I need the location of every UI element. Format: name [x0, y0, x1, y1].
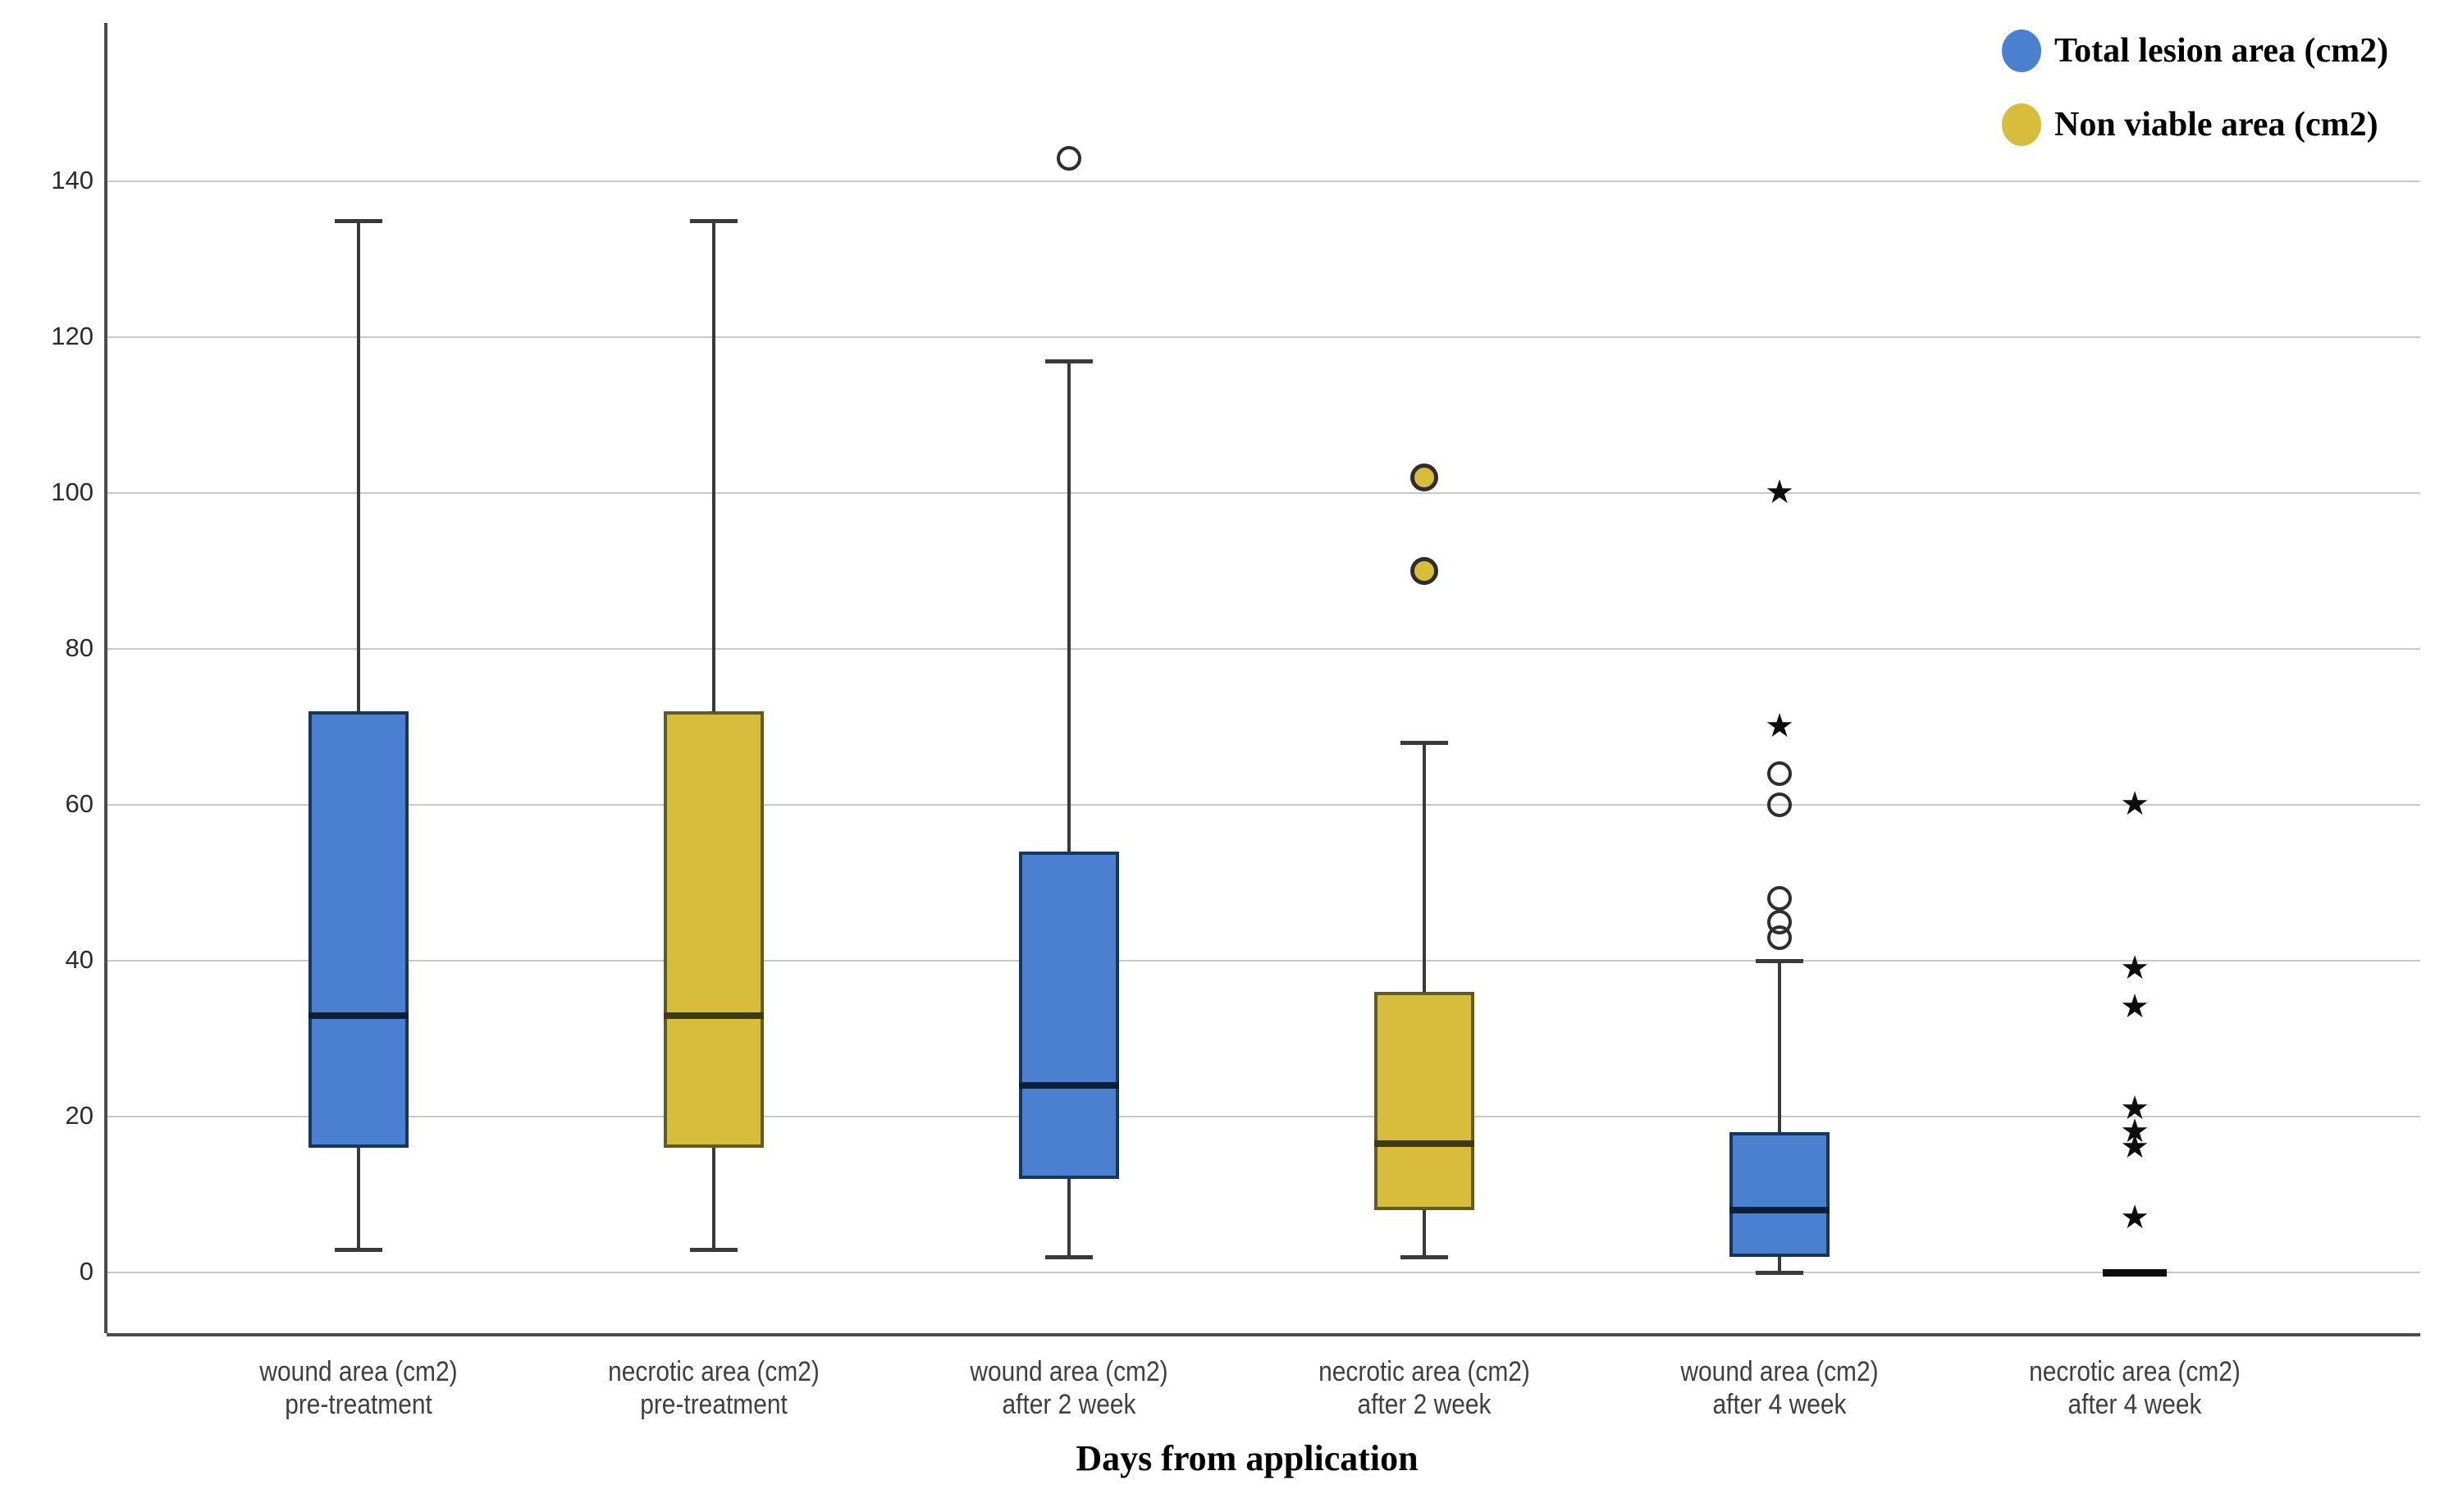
whisker-lower [1423, 1210, 1426, 1257]
gridline [107, 648, 2420, 650]
median-line [1374, 1140, 1474, 1148]
median-line [1729, 1207, 1830, 1213]
extreme-outlier-star-icon: ★ [1765, 473, 1794, 511]
y-tick-label: 100 [51, 477, 94, 506]
legend-label-non-viable: Non viable area (cm2) [2054, 106, 2378, 144]
x-axis-line [107, 1333, 2420, 1336]
category-label-line1: wound area (cm2) [970, 1356, 1168, 1387]
category-label-line1: wound area (cm2) [1680, 1356, 1879, 1387]
category-label-line1: necrotic area (cm2) [608, 1356, 820, 1387]
category-label-line2: pre-treatment [640, 1389, 788, 1420]
box-iqr [308, 711, 409, 1148]
category-label: necrotic area (cm2) after 4 week [1947, 1355, 2323, 1421]
whisker-cap-upper [335, 218, 382, 223]
whisker-cap-lower [1400, 1255, 1448, 1259]
whisker-cap-lower [335, 1247, 382, 1252]
box-iqr [664, 711, 764, 1148]
extreme-outlier-star-icon: ★ [2120, 988, 2150, 1026]
y-tick-label: 20 [65, 1101, 94, 1130]
whisker-cap-lower [690, 1247, 738, 1252]
outlier-circle-icon [1767, 761, 1792, 786]
category-label: necrotic area (cm2) after 2 week [1236, 1355, 1612, 1421]
y-tick-label: 60 [65, 789, 94, 818]
category-label-line2: after 2 week [1357, 1389, 1492, 1420]
whisker-cap-upper [1045, 359, 1093, 363]
gridline [107, 960, 2420, 962]
gridline [107, 804, 2420, 806]
y-tick-label: 0 [79, 1257, 94, 1286]
category-label: wound area (cm2) pre-treatment [171, 1355, 546, 1421]
extreme-outlier-star-icon: ★ [2120, 1198, 2150, 1236]
category-label-line1: wound area (cm2) [259, 1356, 458, 1387]
median-line [1019, 1082, 1119, 1089]
gridline [107, 492, 2420, 494]
outlier-circle-filled-icon [1410, 464, 1438, 491]
gridline [107, 336, 2420, 338]
legend: Total lesion area (cm2) Non viable area … [2002, 25, 2388, 172]
whisker-lower [1067, 1179, 1071, 1257]
x-axis-title: Days from application [1076, 1438, 1419, 1478]
y-axis-line [104, 23, 107, 1333]
extreme-outlier-star-icon: ★ [2120, 1089, 2150, 1127]
extreme-outlier-star-icon: ★ [2120, 1128, 2150, 1166]
y-tick-label: 80 [65, 633, 94, 662]
extreme-outlier-star-icon: ★ [1765, 707, 1794, 745]
category-label: wound area (cm2) after 4 week [1592, 1355, 1967, 1421]
whisker-lower [712, 1148, 715, 1249]
y-tick-label: 120 [51, 322, 94, 350]
y-tick-label: 40 [65, 945, 94, 974]
outlier-circle-icon [1767, 886, 1792, 911]
median-line [2103, 1269, 2167, 1277]
whisker-upper [712, 220, 715, 711]
median-line [664, 1012, 764, 1019]
category-label-line2: after 2 week [1002, 1389, 1136, 1420]
whisker-lower [357, 1148, 360, 1249]
legend-item-non-viable: Non viable area (cm2) [2002, 98, 2388, 151]
extreme-outlier-star-icon: ★ [2120, 948, 2150, 987]
category-label: wound area (cm2) after 2 week [881, 1355, 1257, 1421]
whisker-lower [1778, 1257, 1781, 1272]
outlier-circle-icon [1767, 909, 1792, 934]
whisker-cap-lower [1756, 1271, 1803, 1275]
legend-label-total-lesion: Total lesion area (cm2) [2054, 32, 2389, 70]
outlier-circle-icon [1057, 145, 1081, 171]
extreme-outlier-star-icon: ★ [2120, 785, 2150, 823]
category-label-line1: necrotic area (cm2) [1318, 1356, 1530, 1387]
legend-marker-total-lesion-circle-icon [2002, 30, 2041, 72]
box-iqr [1019, 852, 1119, 1179]
outlier-circle-icon [1767, 793, 1792, 817]
whisker-cap-upper [1400, 741, 1448, 745]
legend-marker-non-viable-circle-icon [2002, 103, 2041, 146]
extreme-outlier-star-icon: ★ [2120, 1112, 2150, 1150]
category-label-line2: pre-treatment [285, 1389, 432, 1420]
whisker-cap-upper [690, 218, 738, 223]
outlier-circle-filled-icon [1410, 557, 1438, 585]
gridline [107, 180, 2420, 182]
legend-item-total-lesion: Total lesion area (cm2) [2002, 25, 2388, 77]
gridline [107, 1272, 2420, 1273]
median-line [308, 1012, 409, 1019]
category-label-line1: necrotic area (cm2) [2029, 1356, 2241, 1387]
whisker-upper [1067, 360, 1071, 852]
gridline [107, 1116, 2420, 1117]
category-label-line2: after 4 week [1712, 1389, 1847, 1420]
whisker-cap-lower [1045, 1255, 1093, 1259]
category-label-line2: after 4 week [2067, 1389, 2202, 1420]
whisker-upper [1778, 961, 1781, 1132]
box-iqr [1374, 992, 1474, 1210]
box-iqr [1729, 1132, 1830, 1257]
y-tick-label: 140 [51, 166, 94, 194]
whisker-upper [357, 220, 360, 711]
category-label: necrotic area (cm2) pre-treatment [526, 1355, 902, 1421]
whisker-upper [1423, 742, 1426, 992]
whisker-cap-upper [1756, 959, 1803, 963]
